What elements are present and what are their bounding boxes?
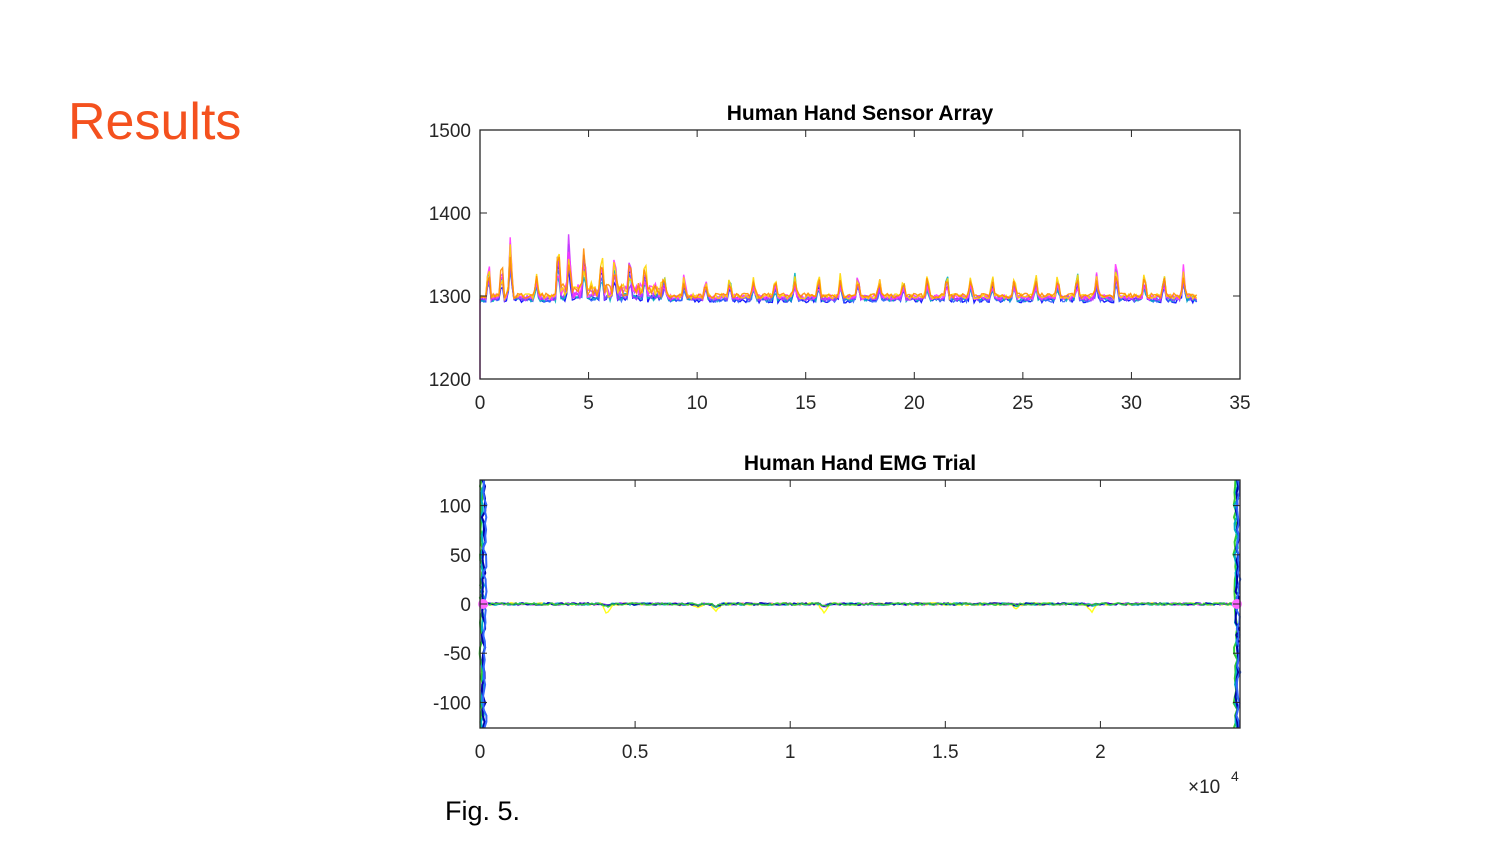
x-tick-label: 0 — [475, 742, 486, 763]
x-multiplier-label: ×10 — [1188, 777, 1220, 798]
series-group — [478, 479, 1242, 729]
x-multiplier-exponent: 4 — [1231, 768, 1239, 784]
y-tick-label: 1400 — [429, 204, 471, 225]
figure-caption: Fig. 5. — [445, 796, 521, 826]
x-tick-label: 5 — [583, 393, 594, 414]
y-tick-label: 1300 — [429, 287, 471, 308]
chart-1: Human Hand EMG Trial 0 0.5 1 1.5 2 100 50 0 -50 -1… — [433, 452, 1242, 798]
y-tick-label: -50 — [444, 644, 471, 665]
axes-box — [479, 129, 1241, 380]
chart-title: Human Hand EMG Trial — [744, 452, 976, 475]
y-tick-label: 1200 — [429, 370, 471, 391]
series-line-5 — [479, 601, 1241, 608]
x-tick-label: 0.5 — [622, 742, 648, 763]
x-tick-label: 1 — [785, 742, 796, 763]
x-tick-label: 0 — [475, 393, 486, 414]
x-tick-label: 30 — [1121, 393, 1142, 414]
series-line-5 — [479, 237, 1197, 379]
series-group — [479, 234, 1198, 379]
chart-0: Human Hand Sensor Array 0 5 10 15 20 25 30 35 120… — [429, 102, 1251, 414]
x-tick-label: 25 — [1012, 393, 1033, 414]
y-tick-label: 1500 — [429, 121, 471, 142]
x-tick-label: 20 — [904, 393, 925, 414]
y-tick-label: 100 — [439, 497, 471, 518]
slide-heading: Results — [68, 93, 242, 151]
x-tick-label: 10 — [687, 393, 708, 414]
x-tick-label: 35 — [1229, 393, 1250, 414]
series-line-7 — [479, 248, 1198, 301]
y-tick-label: -100 — [433, 693, 471, 714]
x-tick-label: 15 — [795, 393, 816, 414]
y-tick-label: 50 — [450, 546, 471, 567]
chart-title: Human Hand Sensor Array — [727, 102, 994, 125]
x-tick-label: 2 — [1095, 742, 1106, 763]
x-tick-label: 1.5 — [932, 742, 958, 763]
y-tick-label: 0 — [460, 595, 471, 616]
